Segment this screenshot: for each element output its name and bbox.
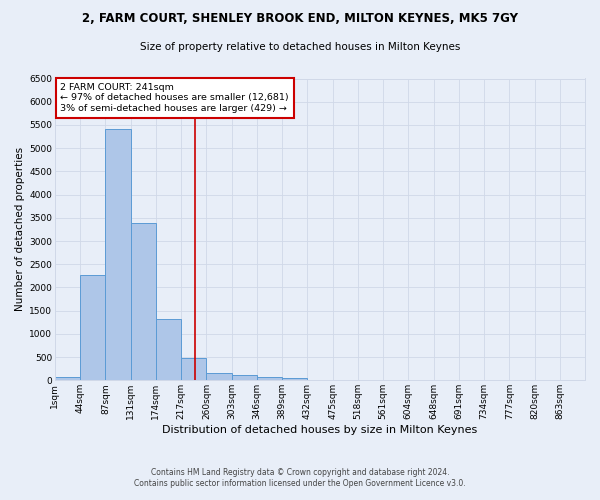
Bar <box>80 275 106 380</box>
Bar <box>156 320 181 380</box>
Text: 2, FARM COURT, SHENLEY BROOK END, MILTON KEYNES, MK5 7GY: 2, FARM COURT, SHENLEY BROOK END, MILTON… <box>82 12 518 26</box>
Text: Contains HM Land Registry data © Crown copyright and database right 2024.
Contai: Contains HM Land Registry data © Crown c… <box>134 468 466 487</box>
Bar <box>257 377 282 380</box>
Bar <box>232 375 257 380</box>
Y-axis label: Number of detached properties: Number of detached properties <box>15 148 25 312</box>
Bar <box>55 377 80 380</box>
Bar <box>206 373 232 380</box>
Bar <box>282 378 307 380</box>
Bar <box>106 128 131 380</box>
Text: Size of property relative to detached houses in Milton Keynes: Size of property relative to detached ho… <box>140 42 460 52</box>
X-axis label: Distribution of detached houses by size in Milton Keynes: Distribution of detached houses by size … <box>163 425 478 435</box>
Bar <box>181 358 206 380</box>
Bar <box>131 223 156 380</box>
Text: 2 FARM COURT: 241sqm
← 97% of detached houses are smaller (12,681)
3% of semi-de: 2 FARM COURT: 241sqm ← 97% of detached h… <box>60 83 289 113</box>
